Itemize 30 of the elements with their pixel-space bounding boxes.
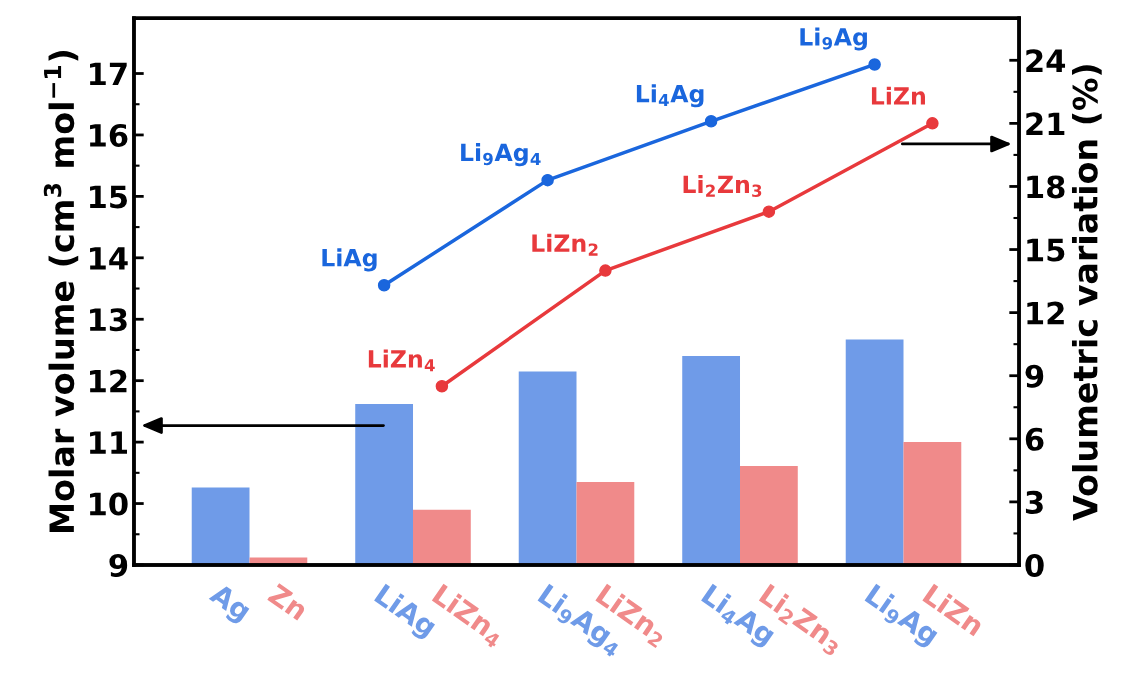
y2-tick-label: 21 — [1026, 112, 1065, 135]
y-tick-label: 15 — [90, 185, 127, 209]
x-tick-label: Zn — [267, 583, 309, 621]
x-tick-label: Ag — [205, 582, 253, 627]
y-tick-label: 10 — [90, 492, 128, 516]
y-tick-label: 17 — [90, 62, 127, 86]
y2-tick-label: 0 — [1025, 553, 1044, 578]
y-tick-label: 16 — [90, 123, 128, 147]
annotation: Li$_{2}$Zn$_{3}$ — [683, 174, 762, 197]
y-tick-label: 11 — [90, 431, 127, 454]
y-tick-label: 12 — [90, 369, 127, 393]
y2-tick-label: 15 — [1027, 238, 1065, 262]
y-axis-title: Molar volume (cm$^{3}$ mol$^{−1}$) — [43, 51, 79, 533]
y2-tick-label: 24 — [1026, 49, 1066, 72]
annotation: Li$_{4}$Ag — [636, 84, 704, 108]
y-tick-label: 9 — [109, 553, 128, 578]
y-tick-label: 13 — [90, 308, 127, 332]
annotation: Li$_{9}$Ag$_{4}$ — [461, 143, 541, 167]
y2-tick-label: 12 — [1027, 301, 1064, 325]
y2-tick-label: 6 — [1025, 427, 1044, 451]
y2-tick-label: 18 — [1027, 175, 1065, 199]
y2-axis-title: Volumetric variation (%) — [1071, 65, 1102, 521]
annotation: LiZn — [871, 86, 925, 105]
annotation: LiZn$_{4}$ — [368, 349, 435, 372]
annotation: LiAg — [322, 248, 377, 272]
annotation: Li$_{9}$Ag — [800, 27, 867, 51]
y-tick-label: 14 — [90, 247, 128, 270]
annotation: LiZn$_{2}$ — [532, 233, 598, 256]
y2-tick-label: 9 — [1025, 364, 1044, 388]
y2-tick-label: 3 — [1025, 490, 1043, 514]
